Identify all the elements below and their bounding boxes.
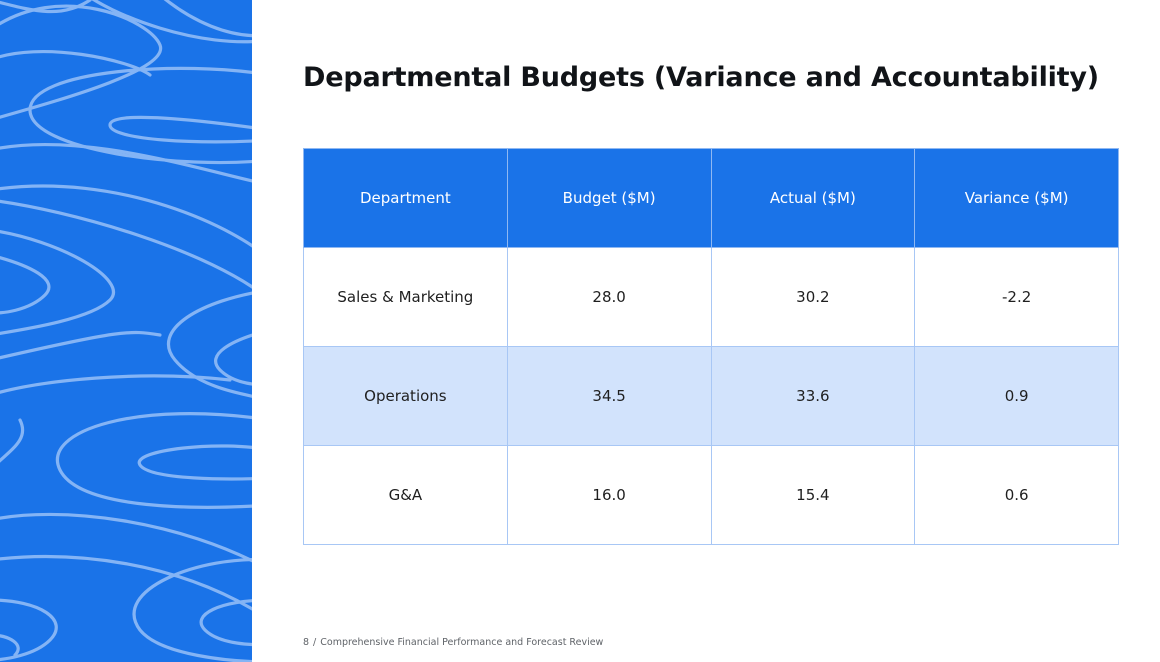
column-header-department: Department — [303, 148, 508, 248]
cell-variance: 0.9 — [914, 346, 1119, 446]
cell-budget: 28.0 — [506, 247, 712, 347]
table-row: Sales & Marketing 28.0 30.2 -2.2 — [303, 247, 1119, 347]
wave-pattern — [0, 0, 252, 662]
cell-budget: 16.0 — [506, 445, 712, 545]
cell-actual: 30.2 — [710, 247, 916, 347]
cell-department: Operations — [303, 346, 508, 446]
decorative-side-panel — [0, 0, 252, 662]
page-number: 8 — [303, 637, 310, 648]
table-row: Operations 34.5 33.6 0.9 — [303, 346, 1119, 446]
column-header-actual: Actual ($M) — [710, 148, 916, 248]
cell-variance: 0.6 — [914, 445, 1119, 545]
table-header-row: Department Budget ($M) Actual ($M) Varia… — [303, 148, 1119, 248]
cell-department: G&A — [303, 445, 508, 545]
footer-text: Comprehensive Financial Performance and … — [320, 637, 604, 648]
slide-content: Departmental Budgets (Variance and Accou… — [252, 0, 1160, 662]
budget-table: Department Budget ($M) Actual ($M) Varia… — [303, 148, 1119, 545]
column-header-variance: Variance ($M) — [914, 148, 1119, 248]
cell-actual: 33.6 — [710, 346, 916, 446]
column-header-budget: Budget ($M) — [506, 148, 712, 248]
table-row: G&A 16.0 15.4 0.6 — [303, 445, 1119, 545]
cell-budget: 34.5 — [506, 346, 712, 446]
cell-actual: 15.4 — [710, 445, 916, 545]
footer-separator: / — [313, 637, 317, 648]
cell-variance: -2.2 — [914, 247, 1119, 347]
cell-department: Sales & Marketing — [303, 247, 508, 347]
slide-title: Departmental Budgets (Variance and Accou… — [303, 62, 1099, 93]
slide-footer: 8/Comprehensive Financial Performance an… — [303, 637, 603, 648]
